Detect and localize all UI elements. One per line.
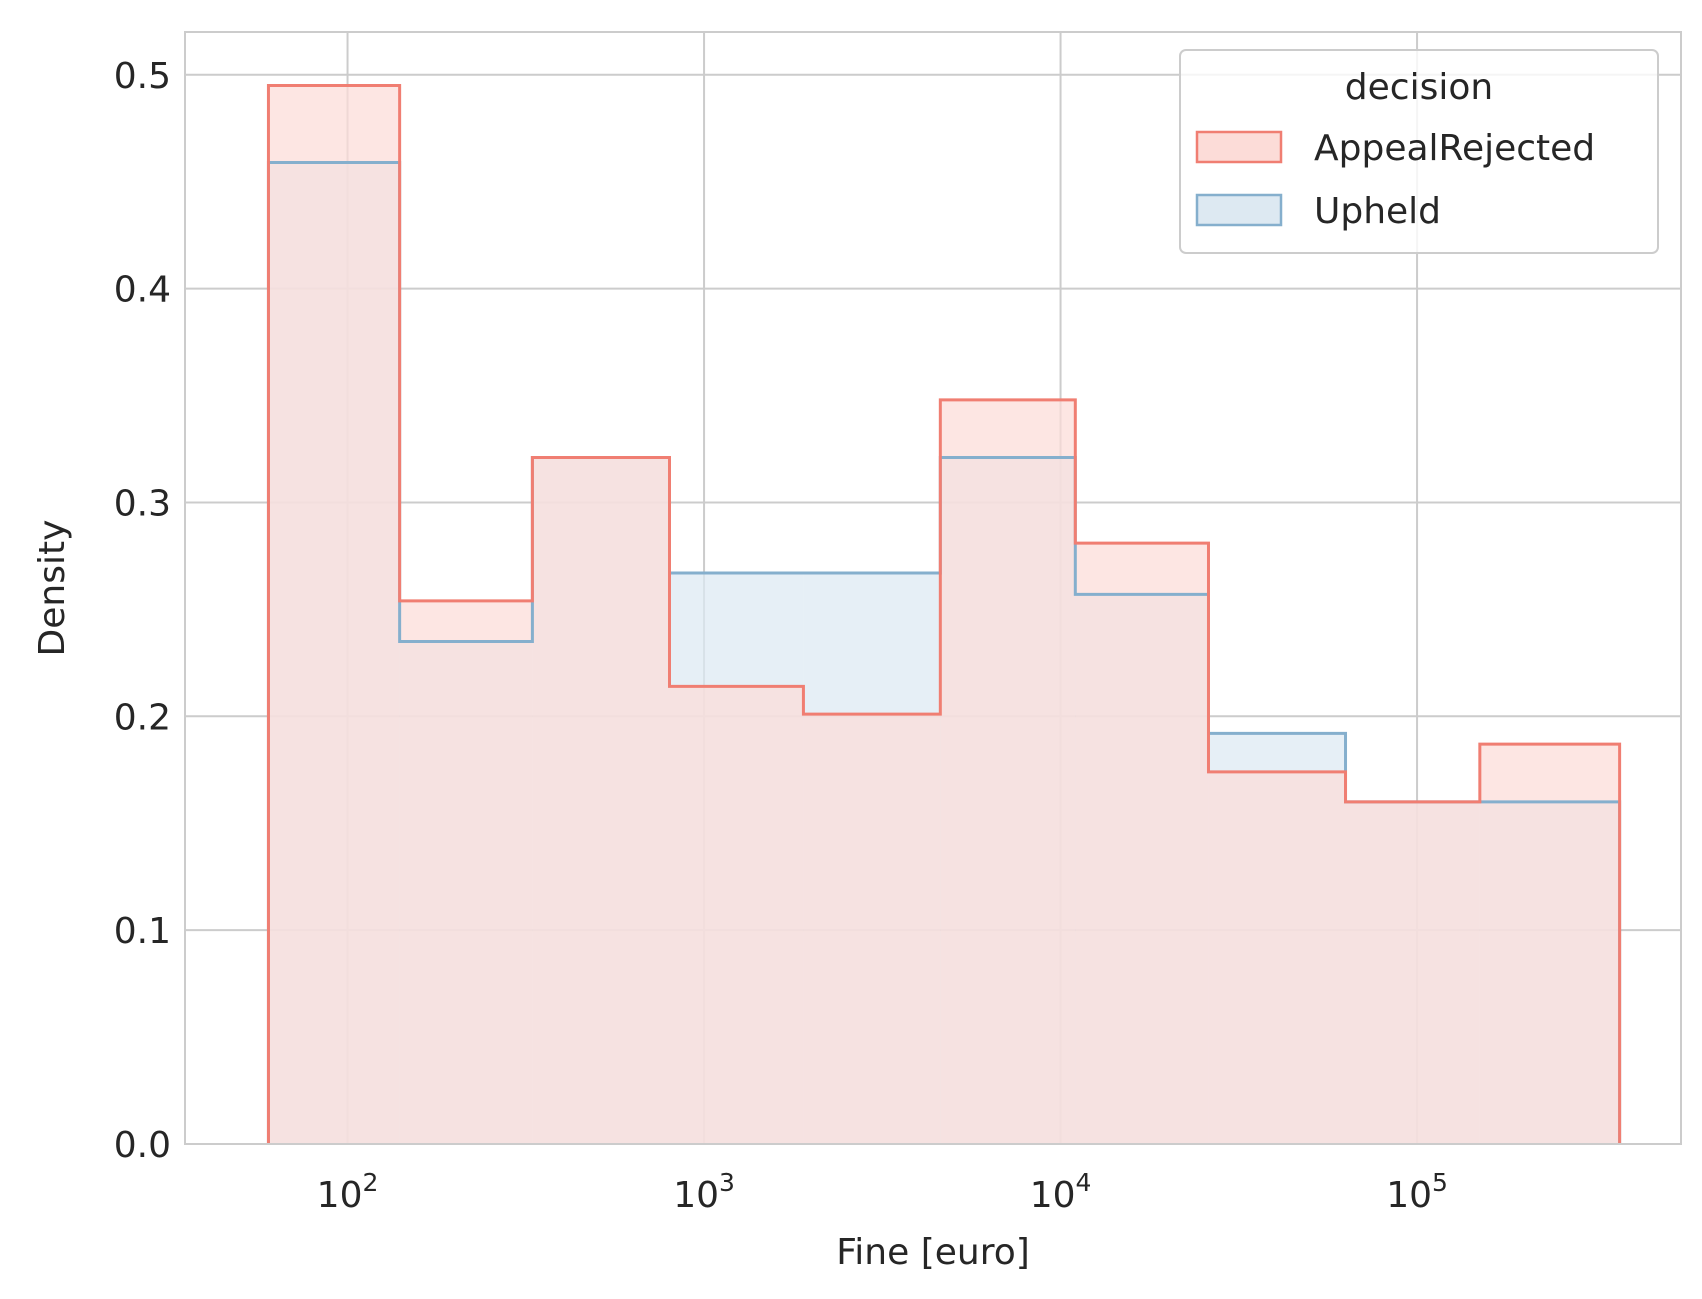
legend: decision AppealRejected Upheld xyxy=(1179,49,1659,254)
y-tick-label-1: 0.1 xyxy=(114,911,171,952)
histogram-bars xyxy=(268,85,1620,1144)
bar-appealrejected-7 xyxy=(1208,771,1346,1144)
legend-title: decision xyxy=(1345,67,1493,108)
x-tick-label-1: 103 xyxy=(673,1168,735,1216)
x-tick-label-3: 105 xyxy=(1386,1168,1448,1216)
legend-swatch-appealrejected xyxy=(1195,130,1283,164)
y-tick-label-2: 0.2 xyxy=(114,697,171,738)
x-tick-label-0: 102 xyxy=(317,1168,379,1216)
tick-labels: 0.0 0.1 0.2 0.3 0.4 0.5 102 103 104 105 xyxy=(114,56,1448,1216)
bar-appealrejected-8 xyxy=(1345,801,1480,1144)
bar-appealrejected-2 xyxy=(532,457,670,1144)
bar-appealrejected-0 xyxy=(268,85,400,1144)
step-line-appealrejected xyxy=(266,83,1622,1144)
x-tick-label-2: 104 xyxy=(1030,1168,1092,1216)
legend-label-upheld: Upheld xyxy=(1314,191,1441,232)
bar-appealrejected-3 xyxy=(669,686,804,1144)
bar-appealrejected-5 xyxy=(940,399,1076,1144)
bar-appealrejected-9 xyxy=(1479,744,1620,1144)
bar-appealrejected-1 xyxy=(399,600,533,1144)
y-tick-label-5: 0.5 xyxy=(114,56,171,97)
y-tick-label-3: 0.3 xyxy=(114,483,171,524)
legend-box xyxy=(1179,49,1659,254)
y-axis-label: Density xyxy=(32,520,73,657)
y-tick-label-4: 0.4 xyxy=(114,270,171,311)
legend-label-appealrejected: AppealRejected xyxy=(1314,128,1595,169)
histogram-steps xyxy=(266,83,1622,1144)
y-tick-label-0: 0.0 xyxy=(114,1125,171,1166)
bar-appealrejected-6 xyxy=(1075,543,1209,1144)
legend-swatch-upheld xyxy=(1195,193,1283,227)
bar-appealrejected-4 xyxy=(803,714,941,1144)
x-axis-label: Fine [euro] xyxy=(836,1232,1030,1273)
plot-frame xyxy=(184,31,1682,1145)
